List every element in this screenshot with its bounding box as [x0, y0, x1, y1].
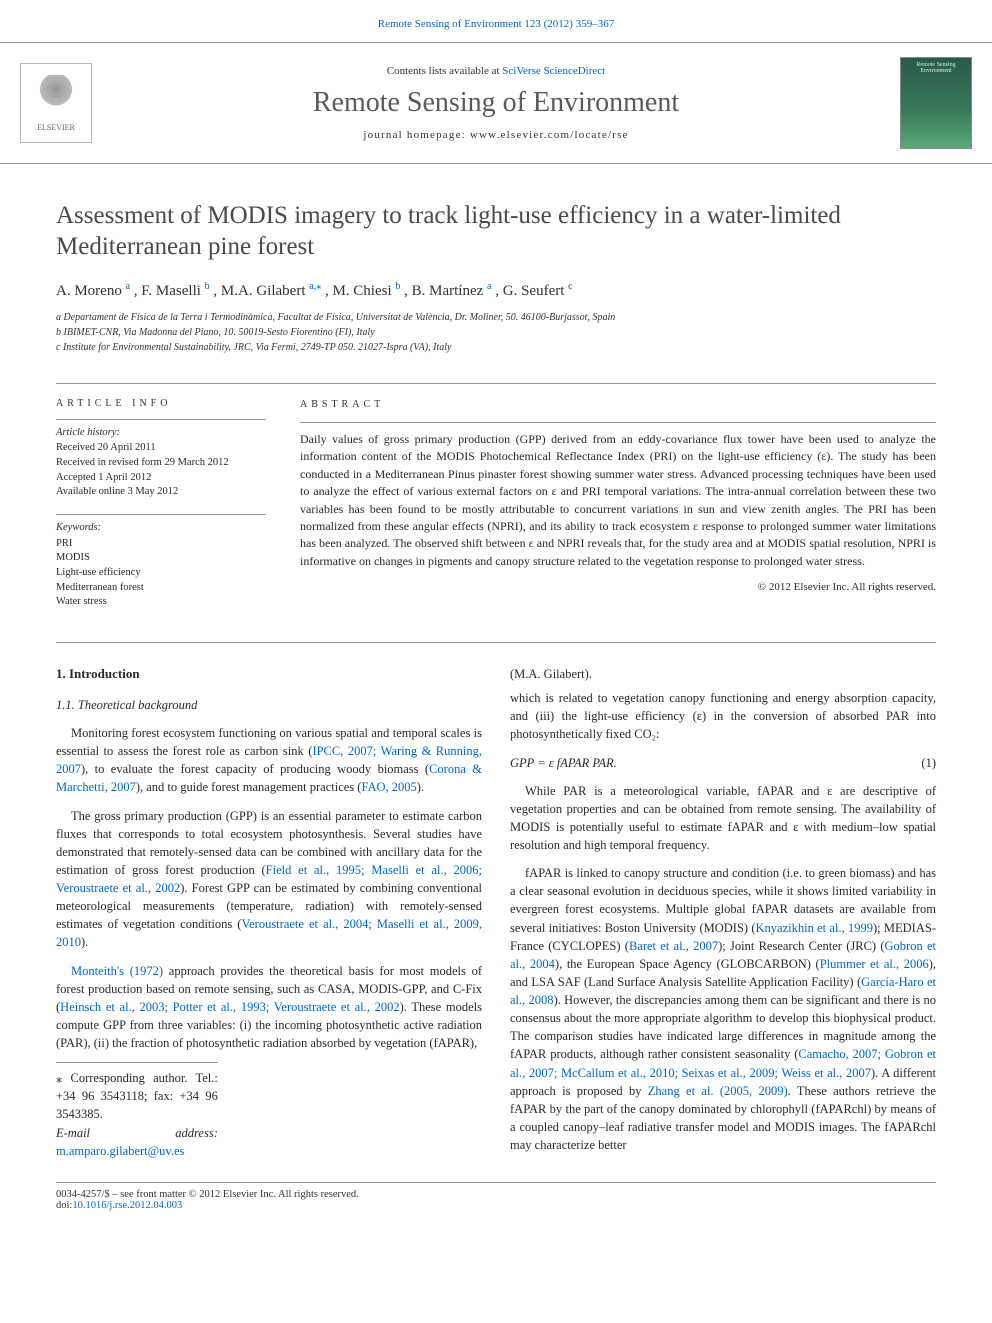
keywords-label: Keywords:	[56, 521, 266, 536]
keyword: PRI	[56, 537, 266, 552]
copyright: © 2012 Elsevier Inc. All rights reserved…	[300, 580, 936, 596]
meta-row: ARTICLE INFO Article history: Received 2…	[0, 384, 992, 625]
affil-link[interactable]: a	[126, 281, 130, 292]
journal-ref-link[interactable]: Remote Sensing of Environment 123 (2012)…	[378, 18, 614, 30]
affil-link[interactable]: a	[487, 281, 491, 292]
keyword: Water stress	[56, 595, 266, 610]
author: , G. Seufert c	[495, 283, 572, 299]
history-item: Available online 3 May 2012	[56, 485, 266, 500]
journal-cover-thumb: Remote Sensing Environment	[900, 57, 972, 149]
article-body: 1. Introduction 1.1. Theoretical backgro…	[0, 643, 992, 1172]
history-item: Accepted 1 April 2012	[56, 471, 266, 486]
paragraph: fAPAR is linked to canopy structure and …	[510, 864, 936, 1154]
author: , M.A. Gilabert a,⁎	[213, 283, 321, 299]
citation-link[interactable]: Zhang et al. (2005, 2009)	[648, 1084, 788, 1098]
journal-reference-bar: Remote Sensing of Environment 123 (2012)…	[0, 0, 992, 42]
elsevier-logo: ELSEVIER	[20, 63, 92, 143]
citation-link[interactable]: Heinsch et al., 2003; Potter et al., 199…	[60, 1000, 399, 1014]
paragraph: which is related to vegetation canopy fu…	[510, 689, 936, 743]
divider	[300, 422, 936, 423]
contents-line: Contents lists available at SciVerse Sci…	[112, 65, 880, 77]
contents-prefix: Contents lists available at	[387, 65, 502, 77]
masthead-center: Contents lists available at SciVerse Sci…	[112, 65, 880, 141]
elsevier-tree-icon	[36, 75, 76, 123]
affil-link[interactable]: b	[205, 281, 210, 292]
keyword: MODIS	[56, 551, 266, 566]
equation-number: (1)	[921, 754, 936, 772]
elsevier-label: ELSEVIER	[37, 123, 75, 132]
sciencedirect-link[interactable]: SciVerse ScienceDirect	[502, 65, 605, 77]
citation-link[interactable]: Baret et al., 2007	[629, 939, 718, 953]
history-label: Article history:	[56, 426, 266, 441]
section-heading: 1. Introduction	[56, 665, 482, 684]
paragraph: Monteith's (1972) approach provides the …	[56, 962, 482, 1053]
homepage-prefix: journal homepage:	[363, 129, 470, 141]
affiliation: b IBIMET-CNR, Via Madonna del Piano, 10.…	[56, 325, 936, 340]
keyword: Mediterranean forest	[56, 581, 266, 596]
article-title: Assessment of MODIS imagery to track lig…	[56, 200, 936, 263]
author: , B. Martínez a	[404, 283, 491, 299]
page-footer: 0034-4257/$ – see front matter © 2012 El…	[56, 1182, 936, 1231]
affiliation: c Institute for Environmental Sustainabi…	[56, 340, 936, 355]
citation-link[interactable]: Monteith's (1972)	[71, 964, 163, 978]
cover-label: Remote Sensing Environment	[901, 62, 971, 74]
paragraph: While PAR is a meteorological variable, …	[510, 782, 936, 855]
doi-link[interactable]: 10.1016/j.rse.2012.04.003	[72, 1200, 182, 1211]
affiliations: a Departament de Física de la Terra i Te…	[56, 310, 936, 355]
history-item: Received in revised form 29 March 2012	[56, 456, 266, 471]
author: A. Moreno a	[56, 283, 130, 299]
citation-link[interactable]: FAO, 2005	[361, 780, 416, 794]
homepage-line: journal homepage: www.elsevier.com/locat…	[112, 129, 880, 141]
abstract: ABSTRACT Daily values of gross primary p…	[300, 398, 936, 625]
abstract-heading: ABSTRACT	[300, 398, 936, 413]
history-item: Received 20 April 2011	[56, 441, 266, 456]
article-info: ARTICLE INFO Article history: Received 2…	[56, 398, 266, 625]
affil-link[interactable]: b	[395, 281, 400, 292]
paragraph: Monitoring forest ecosystem functioning …	[56, 724, 482, 797]
abstract-text: Daily values of gross primary production…	[300, 431, 936, 570]
equation-body: GPP = ε fAPAR PAR.	[510, 754, 617, 772]
author: , M. Chiesi b	[325, 283, 400, 299]
citation-link[interactable]: Plummer et al., 2006	[820, 957, 929, 971]
keyword: Light-use efficiency	[56, 566, 266, 581]
keywords: Keywords: PRI MODIS Light-use efficiency…	[56, 521, 266, 610]
email-link[interactable]: m.amparo.gilabert@uv.es	[56, 1144, 184, 1158]
divider	[56, 419, 266, 420]
corr-link[interactable]: ⁎	[316, 281, 321, 292]
affil-link[interactable]: c	[568, 281, 572, 292]
affiliation: a Departament de Física de la Terra i Te…	[56, 310, 936, 325]
divider	[56, 514, 266, 515]
article-history: Article history: Received 20 April 2011 …	[56, 426, 266, 500]
front-matter-line: 0034-4257/$ – see front matter © 2012 El…	[56, 1189, 461, 1200]
article-header: Assessment of MODIS imagery to track lig…	[0, 164, 992, 365]
journal-title: Remote Sensing of Environment	[112, 87, 880, 119]
equation: GPP = ε fAPAR PAR. (1)	[510, 754, 936, 772]
masthead: ELSEVIER Contents lists available at Sci…	[0, 42, 992, 164]
footer-left: 0034-4257/$ – see front matter © 2012 El…	[56, 1189, 461, 1211]
doi-label: doi:	[56, 1200, 72, 1211]
author: , F. Maselli b	[134, 283, 210, 299]
subsection-heading: 1.1. Theoretical background	[56, 696, 482, 714]
citation-link[interactable]: Knyazikhin et al., 1999	[756, 921, 873, 935]
article-info-heading: ARTICLE INFO	[56, 398, 266, 409]
paragraph: The gross primary production (GPP) is an…	[56, 807, 482, 952]
homepage-url: www.elsevier.com/locate/rse	[470, 129, 629, 141]
author-list: A. Moreno a , F. Maselli b , M.A. Gilabe…	[56, 281, 936, 300]
